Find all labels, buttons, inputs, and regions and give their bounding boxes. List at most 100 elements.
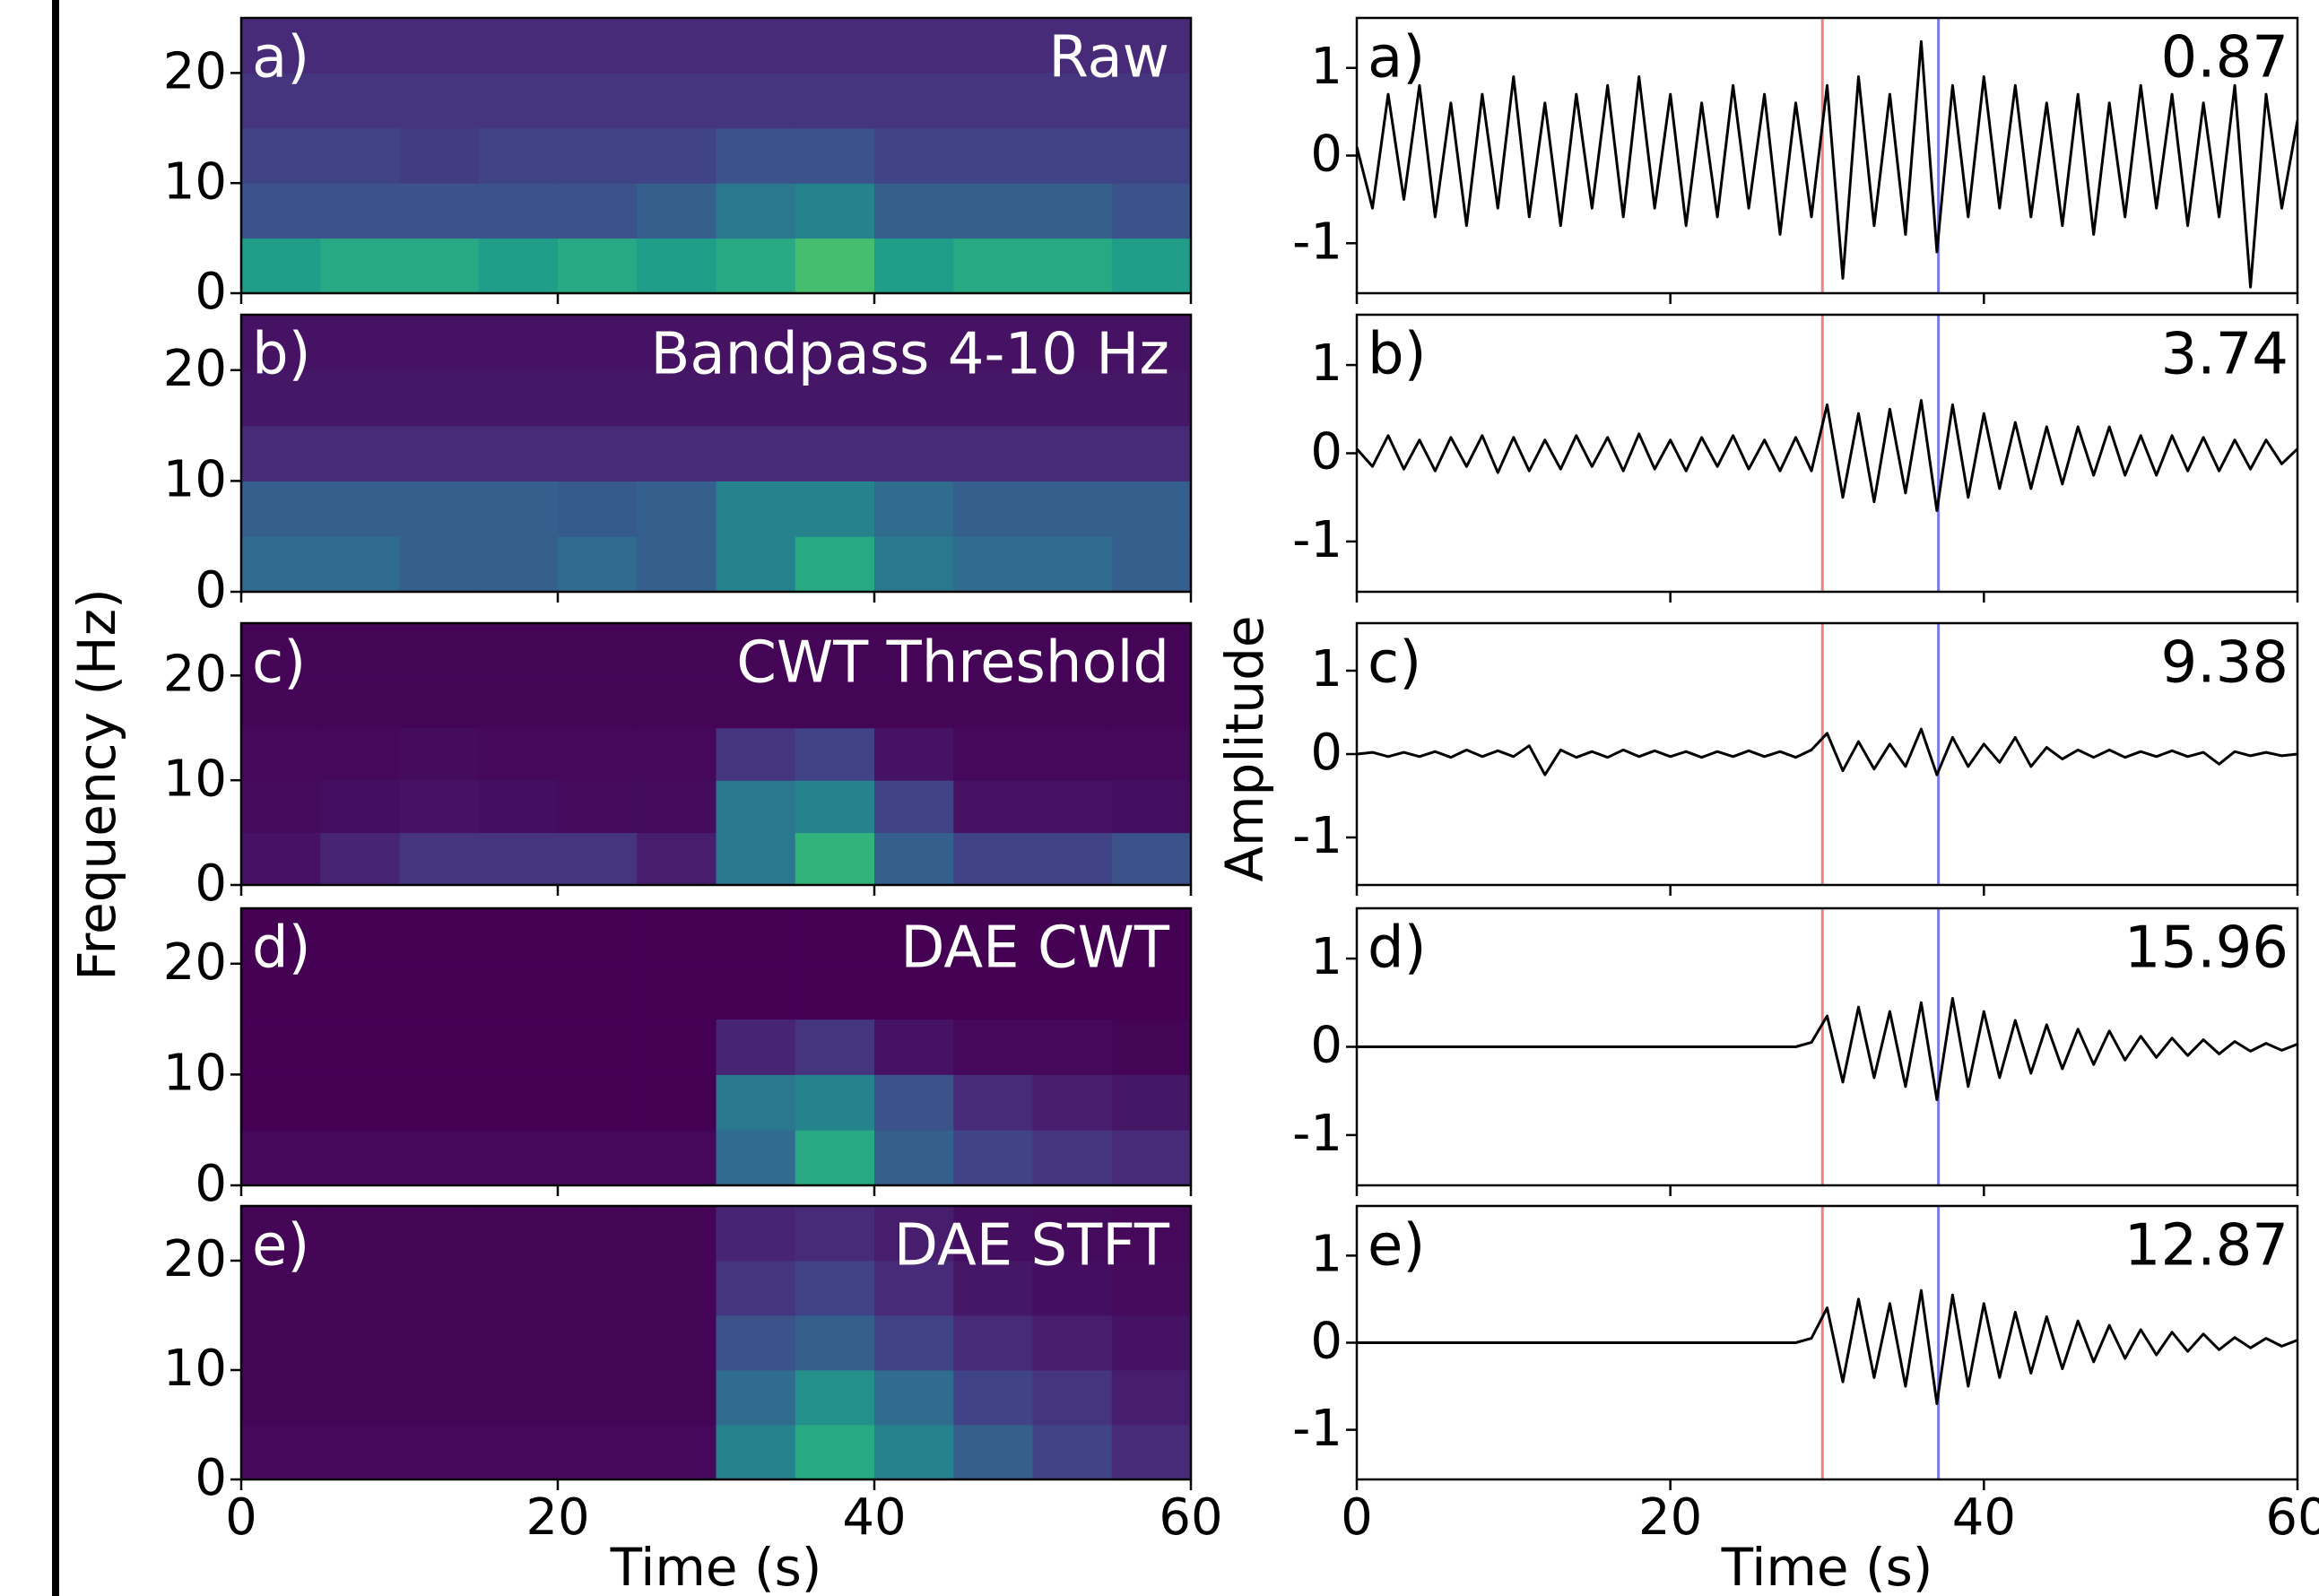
heatmap-cell	[478, 623, 559, 676]
heatmap-cell	[953, 623, 1033, 676]
heatmap-cell	[478, 127, 559, 184]
heatmap-cell	[320, 315, 400, 371]
heatmap-cell	[478, 908, 559, 965]
heatmap-cell	[1032, 73, 1113, 129]
heatmap-cell	[478, 1206, 559, 1262]
heatmap-cell	[241, 73, 321, 129]
axes-frame	[239, 906, 1193, 1187]
panel-value: 3.74	[2161, 322, 2289, 388]
panel: -1 0 1 b) 3.74	[1292, 313, 2299, 603]
y-tick-label: 0	[1310, 1313, 1342, 1371]
heatmap-cell	[953, 1315, 1033, 1371]
heatmap-cell	[874, 1315, 954, 1371]
heatmap-cell	[637, 1074, 717, 1131]
edge-bar	[52, 0, 59, 1596]
heatmap-cell	[1032, 1019, 1113, 1075]
heatmap-cell	[320, 73, 400, 129]
heatmap-cell	[637, 481, 717, 537]
x-tick-label: 0	[225, 1488, 257, 1547]
heatmap-cell	[478, 1261, 559, 1316]
heatmap-cell	[716, 536, 796, 592]
heatmap-cell	[558, 963, 638, 1020]
heatmap-cell	[558, 675, 638, 729]
heatmap-cell	[1111, 908, 1191, 965]
heatmap-cell	[1032, 536, 1113, 592]
heatmap-cell	[953, 425, 1033, 481]
heatmap-cell	[1032, 238, 1113, 293]
heatmap-cell	[637, 1370, 717, 1426]
axes-frame	[1355, 16, 2299, 295]
panel-value: 9.38	[2161, 630, 2289, 697]
heatmap-cell	[1111, 1370, 1191, 1426]
heatmap-cell	[874, 238, 954, 293]
heatmap-cell	[558, 183, 638, 239]
panel-label: b)	[252, 322, 311, 388]
heatmap-cell	[1032, 908, 1113, 965]
plot-area	[241, 1206, 1191, 1479]
y-tick-label: 1	[1310, 928, 1342, 986]
heatmap-cell	[399, 1130, 480, 1185]
heatmap-cell	[795, 238, 875, 293]
heatmap-cell	[1111, 727, 1191, 781]
plot-area	[1357, 315, 2297, 592]
heatmap-cell	[320, 127, 400, 184]
heatmap-cell	[716, 238, 796, 293]
heatmap-cell	[558, 315, 638, 371]
heatmap-cell	[1032, 127, 1113, 184]
heatmap-cell	[716, 18, 796, 74]
heatmap-cell	[241, 183, 321, 239]
heatmap-cell	[637, 238, 717, 293]
heatmap-cell	[558, 908, 638, 965]
panel-label: e)	[252, 1213, 309, 1279]
y-tick-label: 0	[195, 854, 227, 913]
heatmap-cell	[874, 832, 954, 885]
heatmap-cell	[953, 536, 1033, 592]
heatmap-cell	[320, 18, 400, 74]
heatmap-cell	[874, 369, 954, 427]
heatmap-cell	[953, 1130, 1033, 1185]
panel: -1 0 1 a) 0.87	[1292, 16, 2299, 304]
heatmap-cell	[558, 1074, 638, 1131]
heatmap-cell	[1111, 18, 1191, 74]
heatmap-cell	[478, 1370, 559, 1426]
axes-frame	[239, 621, 1193, 887]
heatmap-cell	[637, 536, 717, 592]
heatmap-cell	[716, 908, 796, 965]
panel-label: a)	[1368, 25, 1425, 91]
heatmap-cell	[241, 623, 321, 676]
y-tick-label: 20	[163, 933, 227, 992]
panel: 0 10 20 c) CWT Threshold Frequency (Hz)	[66, 588, 1193, 981]
heatmap-cell	[795, 1019, 875, 1075]
panel: 0 10 20 a) Raw	[163, 16, 1193, 321]
heatmap-cell	[558, 18, 638, 74]
x-tick-label: 20	[525, 1488, 589, 1547]
panel-label: a)	[252, 25, 309, 91]
heatmap-cell	[1111, 780, 1191, 834]
heatmap-cell	[637, 1206, 717, 1262]
heatmap-cell	[241, 727, 321, 781]
heatmap-cell	[320, 183, 400, 239]
heatmap-cell	[1111, 73, 1191, 129]
y-tick-label: 20	[163, 646, 227, 704]
heatmap-cell	[478, 315, 559, 371]
heatmap-cell	[558, 127, 638, 184]
heatmap-cell	[953, 18, 1033, 74]
heatmap-cell	[795, 18, 875, 74]
axes-frame	[239, 1204, 1193, 1481]
heatmap-cell	[953, 127, 1033, 184]
plot-area	[1357, 1206, 2297, 1479]
heatmap-cell	[1032, 727, 1113, 781]
heatmap-cell	[637, 1425, 717, 1479]
heatmap-cell	[478, 1074, 559, 1131]
heatmap-cell	[241, 1019, 321, 1075]
heatmap-cell	[399, 1315, 480, 1371]
heatmap-cell	[874, 908, 954, 965]
heatmap-cell	[399, 127, 480, 184]
heatmap-cell	[558, 1130, 638, 1185]
heatmap-cell	[558, 238, 638, 293]
heatmap-cell	[953, 832, 1033, 885]
heatmap-cell	[241, 369, 321, 427]
heatmap-cell	[320, 1261, 400, 1316]
panel: 0 10 20 d) DAE CWT	[163, 906, 1193, 1213]
